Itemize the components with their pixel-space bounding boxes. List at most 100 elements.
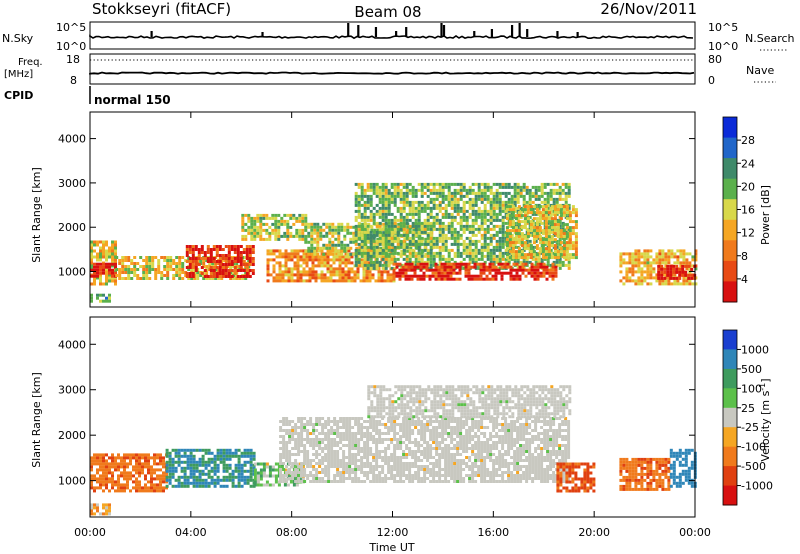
nsearch-spike xyxy=(518,23,521,37)
rti-cell xyxy=(354,242,358,246)
rti-cell xyxy=(331,252,335,256)
rti-cell xyxy=(417,206,421,210)
rti-cell xyxy=(381,209,385,213)
rti-cell xyxy=(136,262,140,265)
rti-cell xyxy=(483,182,487,186)
rti-cell xyxy=(186,475,190,479)
rti-cell xyxy=(655,258,659,262)
rti-cell xyxy=(565,211,569,215)
rti-cell xyxy=(513,260,517,264)
rti-cell xyxy=(452,271,456,275)
rti-cell xyxy=(290,249,294,253)
rti-cell xyxy=(515,262,519,266)
rti-cell xyxy=(483,254,487,258)
rti-cell xyxy=(544,250,548,254)
rti-cell xyxy=(444,203,448,207)
rti-cell xyxy=(333,453,337,456)
rti-cell xyxy=(489,239,493,243)
rti-cell xyxy=(486,245,490,249)
rti-cell xyxy=(288,435,292,438)
rti-cell xyxy=(360,188,364,192)
rti-cell xyxy=(177,484,181,488)
rti-cell xyxy=(399,197,403,201)
rti-cell xyxy=(501,257,505,261)
rti-cell xyxy=(237,481,241,485)
rti-cell xyxy=(407,277,411,281)
rti-cell xyxy=(438,188,442,192)
rti-cell xyxy=(398,268,402,272)
rti-cell xyxy=(479,262,483,266)
rti-cell xyxy=(402,197,406,201)
rti-cell xyxy=(375,209,379,213)
rti-cell xyxy=(357,248,361,252)
rti-cell xyxy=(195,448,199,452)
rti-cell xyxy=(537,230,541,234)
rti-cell xyxy=(396,188,400,192)
rti-cell xyxy=(351,453,355,456)
rti-cell xyxy=(212,272,216,275)
rti-cell xyxy=(450,200,454,204)
rti-cell xyxy=(360,224,364,228)
rti-cell xyxy=(426,218,430,222)
rti-cell xyxy=(325,243,329,247)
rti-cell xyxy=(344,270,348,274)
rti-cell xyxy=(477,182,481,186)
rti-cell xyxy=(357,260,361,264)
rti-cell xyxy=(381,251,385,255)
rti-cell xyxy=(105,503,108,507)
rti-cell xyxy=(216,448,220,452)
rti-cell xyxy=(323,279,327,283)
rti-cell xyxy=(363,251,367,255)
rti-cell xyxy=(215,248,219,251)
rti-cell xyxy=(337,225,341,229)
nsky-tick-bottom: 10^0 xyxy=(56,40,86,53)
rti-cell xyxy=(185,245,189,248)
rti-cell xyxy=(483,185,487,189)
rti-cell xyxy=(279,447,283,450)
rti-cell xyxy=(393,203,397,207)
rti-cell xyxy=(544,256,548,260)
rti-cell xyxy=(679,255,683,259)
rti-cell xyxy=(138,489,141,493)
rti-cell xyxy=(509,265,513,269)
rti-cell xyxy=(302,249,306,253)
rti-cell xyxy=(216,463,220,467)
rti-cell xyxy=(334,225,338,229)
rti-cell xyxy=(360,251,364,255)
rti-cell xyxy=(245,254,249,257)
rti-cell xyxy=(166,271,170,274)
rti-cell xyxy=(548,271,552,275)
rti-cell xyxy=(450,257,454,261)
rti-cell xyxy=(400,252,404,256)
rti-cell xyxy=(369,260,373,264)
rti-cell xyxy=(281,264,285,268)
rti-cell xyxy=(529,226,533,230)
rti-cell xyxy=(335,273,339,277)
rti-cell xyxy=(216,469,220,473)
rti-cell xyxy=(303,468,307,471)
rti-cell xyxy=(558,191,562,195)
rti-cell xyxy=(408,191,412,195)
rti-cell xyxy=(501,215,505,219)
rti-cell xyxy=(456,212,460,216)
rti-cell xyxy=(221,272,225,275)
rti-cell xyxy=(233,251,237,254)
rti-cell xyxy=(121,277,125,280)
rti-cell xyxy=(224,266,228,269)
rti-cell xyxy=(328,240,332,244)
rti-cell xyxy=(523,235,527,239)
rti-cell xyxy=(133,265,137,268)
rti-cell xyxy=(102,503,105,507)
rti-cell xyxy=(206,251,210,254)
rti-cell xyxy=(417,203,421,207)
rti-cell xyxy=(120,471,123,475)
rti-cell xyxy=(446,262,450,266)
rti-cell xyxy=(111,474,114,478)
rti-cell xyxy=(342,468,346,471)
rti-cell xyxy=(453,242,457,246)
rti-cell xyxy=(318,447,322,450)
rti-cell xyxy=(378,233,382,237)
rti-cell xyxy=(479,268,483,272)
rti-cell xyxy=(332,273,336,277)
rti-cell xyxy=(321,417,325,420)
